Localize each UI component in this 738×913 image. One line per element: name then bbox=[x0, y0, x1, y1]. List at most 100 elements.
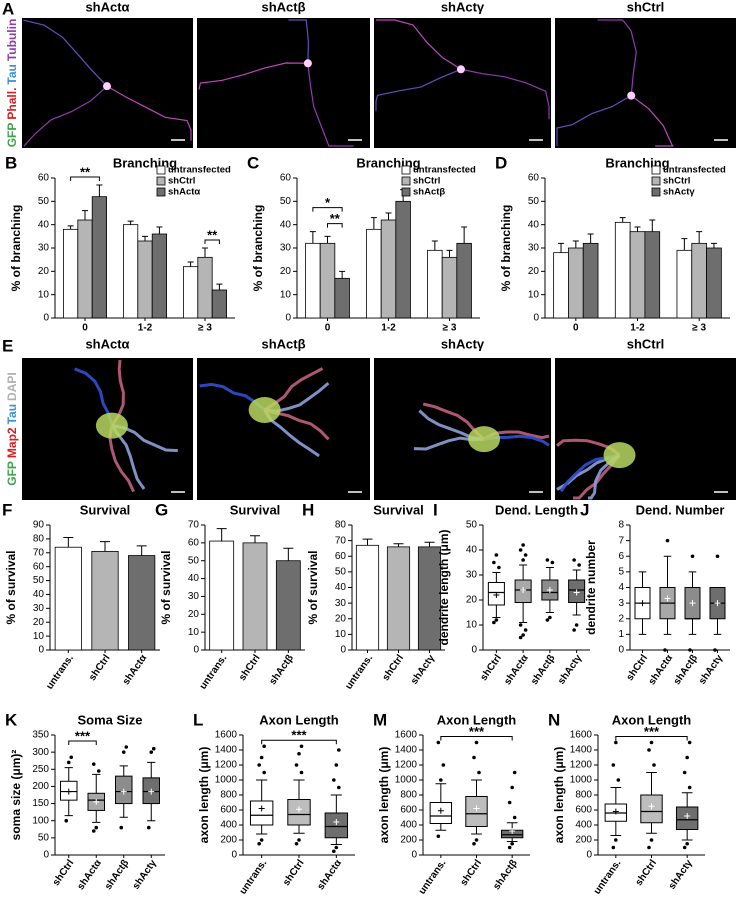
y-tick-label: 4 bbox=[618, 582, 624, 593]
legend-swatch bbox=[651, 176, 661, 186]
x-tick-label: shActγ bbox=[667, 858, 695, 892]
image-label: shCtrl bbox=[627, 336, 665, 351]
x-tick-label: shCtrl bbox=[625, 653, 651, 683]
neurite bbox=[597, 19, 637, 96]
x-tick-label: shCtrl bbox=[51, 858, 77, 888]
bar bbox=[197, 256, 213, 319]
bar bbox=[242, 542, 268, 651]
outlier bbox=[649, 740, 654, 745]
error-bar bbox=[634, 226, 641, 232]
bar bbox=[54, 546, 82, 651]
outlier bbox=[262, 744, 266, 749]
y-tick-label: 800 bbox=[220, 790, 237, 801]
y-tick-label: 0 bbox=[586, 850, 592, 861]
mean-marker bbox=[714, 600, 721, 607]
y-tick-label: 50 bbox=[33, 575, 45, 586]
x-tick-label: ≥ 3 bbox=[692, 323, 706, 334]
significance-bracket bbox=[312, 207, 343, 212]
y-tick-label: 60 bbox=[335, 551, 347, 562]
chart-title: Dend. Number bbox=[636, 502, 725, 517]
bar bbox=[395, 200, 411, 319]
y-tick-label: 1200 bbox=[215, 760, 238, 771]
outlier bbox=[334, 763, 339, 767]
outlier bbox=[334, 845, 339, 850]
legend-swatch bbox=[156, 176, 166, 186]
y-axis-label: % of survival bbox=[159, 550, 173, 624]
y-tick-label: 100 bbox=[32, 815, 49, 826]
bar bbox=[644, 231, 661, 319]
outlier bbox=[294, 841, 299, 846]
outlier bbox=[647, 748, 651, 752]
outlier bbox=[685, 755, 689, 760]
y-tick-label: 1600 bbox=[215, 730, 238, 741]
error-bar bbox=[216, 283, 223, 290]
neurite bbox=[23, 19, 108, 87]
panel-letter: B bbox=[5, 153, 17, 172]
legend-label: untransfected bbox=[663, 165, 726, 176]
y-tick-label: 60 bbox=[38, 173, 50, 184]
outlier bbox=[474, 838, 479, 842]
chart-title: Survival bbox=[373, 502, 424, 517]
x-tick-label: untrans. bbox=[592, 858, 624, 897]
legend-swatch bbox=[156, 187, 166, 197]
outlier bbox=[685, 841, 689, 846]
error-bar bbox=[558, 242, 565, 253]
outlier bbox=[64, 818, 69, 823]
outlier bbox=[545, 618, 550, 622]
y-tick-label: 30 bbox=[335, 598, 347, 609]
error-bar bbox=[309, 231, 316, 244]
neurite bbox=[460, 68, 550, 120]
y-tick-label: 350 bbox=[32, 730, 49, 741]
bar bbox=[128, 555, 156, 651]
stain-word: DAPI bbox=[5, 372, 19, 401]
outlier bbox=[518, 623, 523, 627]
outlier bbox=[512, 815, 517, 820]
soma bbox=[456, 65, 465, 74]
y-tick-label: 10 bbox=[280, 289, 292, 300]
mean-marker bbox=[689, 600, 696, 607]
y-tick-label: 10 bbox=[188, 627, 200, 638]
neurite bbox=[23, 85, 108, 147]
significance-bracket bbox=[261, 739, 337, 745]
outlier bbox=[507, 800, 512, 805]
outlier bbox=[523, 628, 528, 632]
y-axis-label: % of survival bbox=[4, 550, 18, 624]
stain-word: Tubulin bbox=[5, 19, 19, 61]
outlier bbox=[436, 834, 441, 839]
outlier bbox=[436, 740, 441, 745]
bar bbox=[427, 249, 443, 319]
y-tick-label: 50 bbox=[528, 196, 540, 207]
error-bar bbox=[587, 233, 594, 244]
y-tick-label: 50 bbox=[188, 555, 200, 566]
image-label: shActγ bbox=[441, 0, 485, 14]
soma bbox=[627, 91, 636, 100]
y-tick-label: 0 bbox=[618, 645, 624, 656]
chart-title: Soma Size bbox=[77, 712, 142, 727]
y-tick-label: 30 bbox=[280, 243, 292, 254]
y-tick-label: 30 bbox=[528, 243, 540, 254]
error-bar bbox=[461, 226, 468, 244]
panel-letter: E bbox=[2, 336, 13, 355]
y-tick-label: 40 bbox=[280, 219, 292, 230]
bar bbox=[456, 242, 472, 319]
outlier bbox=[548, 615, 552, 620]
y-tick-label: 20 bbox=[188, 609, 200, 620]
bar bbox=[441, 256, 458, 319]
error-bar bbox=[339, 270, 346, 279]
y-tick-label: 40 bbox=[38, 219, 50, 230]
y-tick-label: 8 bbox=[618, 520, 624, 531]
legend-label: shActγ bbox=[663, 187, 695, 198]
y-tick-label: 7 bbox=[618, 535, 624, 546]
outlier bbox=[510, 785, 514, 790]
mean-marker bbox=[120, 788, 127, 795]
stain-word: Phall. bbox=[5, 88, 19, 120]
mean-marker bbox=[573, 589, 580, 596]
error-bar bbox=[324, 235, 331, 244]
significance-bracket bbox=[70, 176, 100, 181]
outlier bbox=[257, 841, 261, 846]
bar bbox=[209, 540, 235, 651]
image-label: shActβ bbox=[261, 336, 305, 351]
x-tick-label: 0 bbox=[573, 323, 579, 334]
y-tick-label: 0 bbox=[193, 645, 199, 656]
